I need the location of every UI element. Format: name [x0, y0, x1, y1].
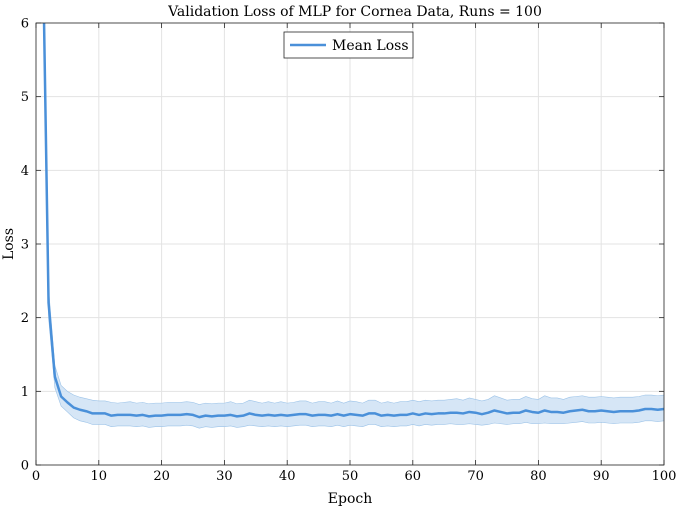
y-axis-label: Loss — [1, 228, 17, 260]
y-tick-label-6: 6 — [21, 17, 29, 32]
chart-title: Validation Loss of MLP for Cornea Data, … — [167, 4, 542, 20]
legend-label-mean-loss: Mean Loss — [332, 38, 409, 54]
x-tick-label-80: 80 — [530, 469, 547, 484]
x-tick-label-100: 100 — [652, 469, 677, 484]
x-tick-label-60: 60 — [405, 469, 422, 484]
x-tick-label-0: 0 — [32, 469, 40, 484]
y-tick-label-0: 0 — [21, 459, 29, 474]
x-axis-ticks: 0 10 20 30 40 50 60 70 80 90 100 — [32, 23, 677, 484]
y-tick-label-4: 4 — [21, 164, 29, 179]
x-tick-label-90: 90 — [593, 469, 610, 484]
x-tick-label-70: 70 — [467, 469, 484, 484]
y-tick-label-1: 1 — [21, 385, 29, 400]
x-tick-label-30: 30 — [216, 469, 233, 484]
y-axis-ticks: 0 1 2 3 4 5 6 — [21, 17, 664, 474]
x-tick-label-10: 10 — [91, 469, 108, 484]
y-tick-label-2: 2 — [21, 311, 29, 326]
x-tick-label-50: 50 — [342, 469, 359, 484]
legend: Mean Loss — [283, 31, 414, 59]
mean-loss-line — [42, 23, 664, 419]
x-axis-label: Epoch — [328, 491, 372, 507]
x-tick-label-40: 40 — [279, 469, 296, 484]
std-band — [43, 23, 664, 429]
std-band-area — [43, 23, 664, 429]
y-tick-label-3: 3 — [21, 238, 29, 253]
y-tick-label-5: 5 — [21, 90, 29, 105]
mean-loss-series — [42, 23, 664, 419]
x-tick-label-20: 20 — [153, 469, 170, 484]
